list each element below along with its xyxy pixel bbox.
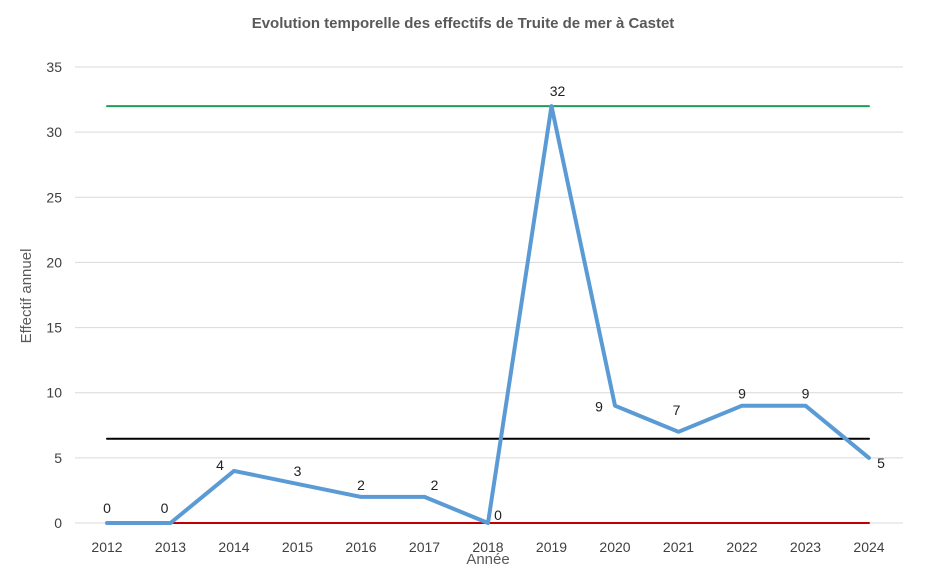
data-label: 0 bbox=[161, 500, 169, 516]
y-tick-label: 35 bbox=[46, 59, 62, 75]
y-tick-label: 20 bbox=[46, 254, 62, 270]
series-line-effectif bbox=[105, 104, 871, 525]
x-tick-label: 2012 bbox=[91, 539, 122, 555]
x-tick-label: 2015 bbox=[282, 539, 313, 555]
x-tick-label: 2018 bbox=[472, 539, 503, 555]
x-tick-label: 2019 bbox=[536, 539, 567, 555]
x-tick-label: 2017 bbox=[409, 539, 440, 555]
grid-layer bbox=[75, 66, 903, 524]
y-axis-label: Effectif annuel bbox=[18, 249, 35, 344]
data-label: 7 bbox=[673, 402, 681, 418]
y-tick-label: 5 bbox=[54, 450, 62, 466]
x-axis-ticks: 2012 2013 2014 2015 2016 2017 2018 2019 2020 2021… bbox=[91, 539, 884, 555]
data-label: 4 bbox=[216, 457, 224, 473]
x-tick-label: 2016 bbox=[345, 539, 376, 555]
data-label: 9 bbox=[738, 386, 746, 402]
y-tick-label: 30 bbox=[46, 124, 62, 140]
x-tick-label: 2022 bbox=[726, 539, 757, 555]
x-tick-label: 2021 bbox=[663, 539, 694, 555]
data-label: 5 bbox=[877, 455, 885, 471]
x-tick-label: 2023 bbox=[790, 539, 821, 555]
series-layer bbox=[105, 104, 871, 525]
data-label: 3 bbox=[294, 463, 302, 479]
x-tick-label: 2020 bbox=[599, 539, 630, 555]
data-label: 2 bbox=[431, 477, 439, 493]
y-axis-ticks: 0 5 10 15 20 25 30 35 bbox=[46, 59, 62, 531]
data-label: 0 bbox=[494, 507, 502, 523]
chart-title: Evolution temporelle des effectifs de Tr… bbox=[251, 15, 675, 32]
x-tick-label: 2014 bbox=[218, 539, 249, 555]
x-tick-label: 2024 bbox=[853, 539, 884, 555]
x-axis-label: Année bbox=[466, 551, 509, 568]
x-tick-label: 2013 bbox=[155, 539, 186, 555]
y-tick-label: 25 bbox=[46, 189, 62, 205]
data-label: 9 bbox=[802, 386, 810, 402]
data-label: 2 bbox=[357, 477, 365, 493]
data-label: 32 bbox=[550, 83, 566, 99]
data-label: 9 bbox=[595, 399, 603, 415]
y-tick-label: 10 bbox=[46, 385, 62, 401]
y-tick-label: 15 bbox=[46, 320, 62, 336]
y-tick-label: 0 bbox=[54, 515, 62, 531]
data-label: 0 bbox=[103, 500, 111, 516]
